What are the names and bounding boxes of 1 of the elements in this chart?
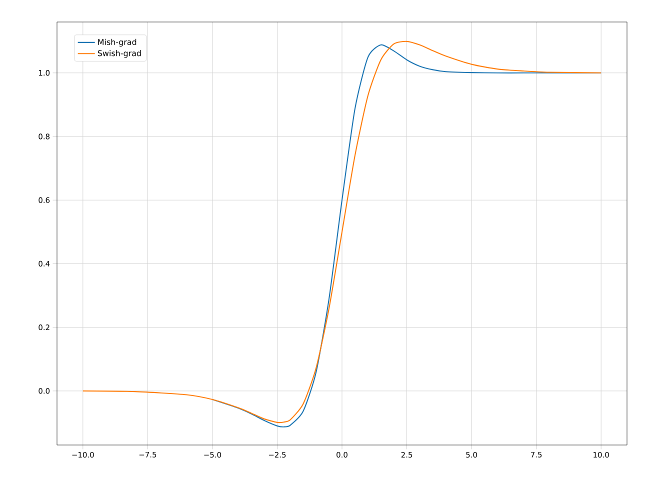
line-series (82, 40, 602, 423)
